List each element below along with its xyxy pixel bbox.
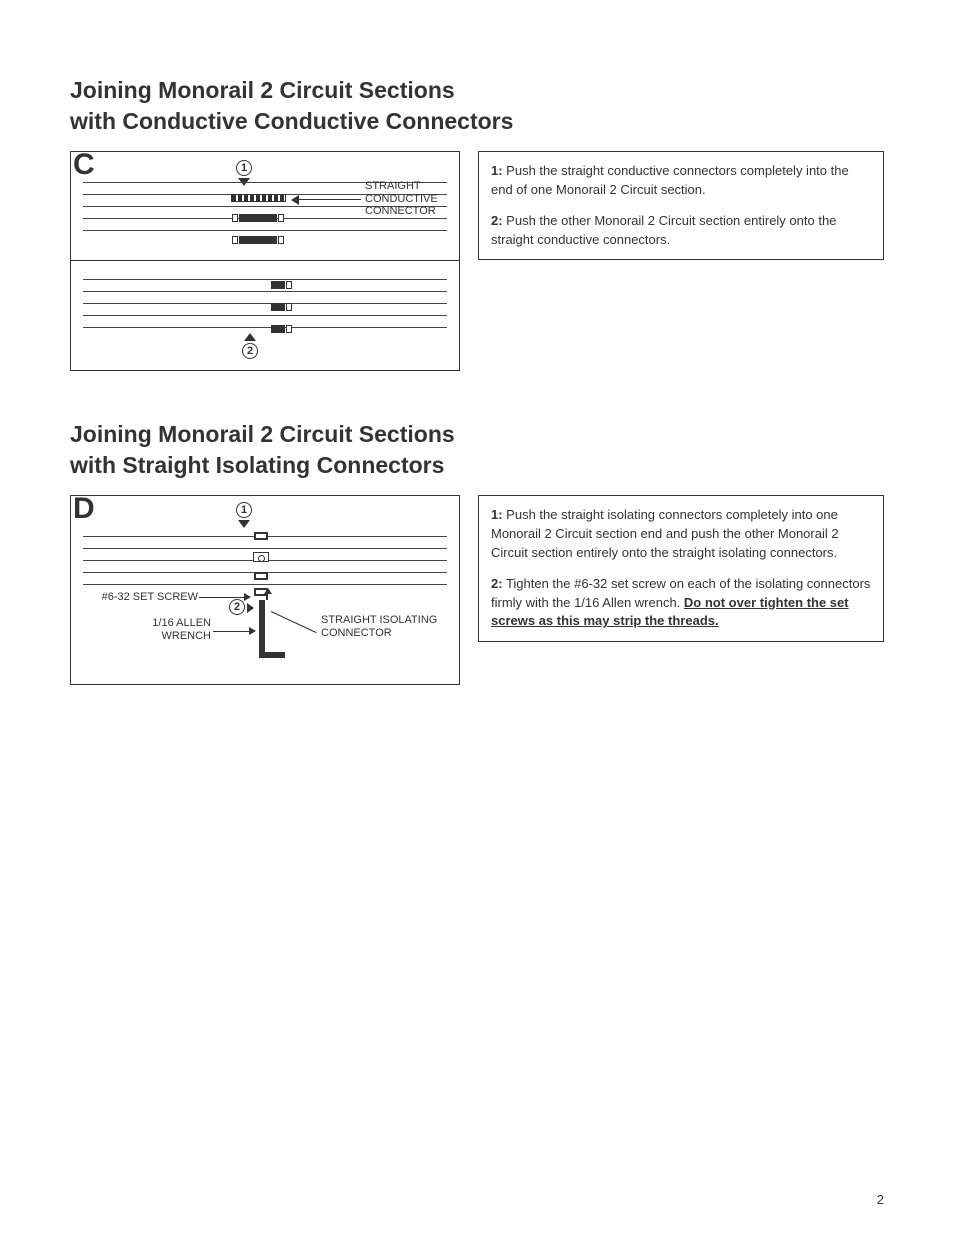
- rail-lines: [83, 279, 447, 328]
- arrow-right-icon: [249, 627, 256, 635]
- instruction-step: 1: Push the straight conductive connecto…: [491, 162, 871, 200]
- step-number: 2:: [491, 576, 503, 591]
- step-number: 1:: [491, 507, 503, 522]
- diagram-c: C 1 STRAIGHT CONDUCTIVE CONNECTOR: [70, 151, 460, 371]
- instructions-d-box: 1: Push the straight isolating connector…: [478, 495, 884, 642]
- arrow-down-icon: [238, 520, 250, 528]
- section-c: Joining Monorail 2 Circuit Sections with…: [70, 75, 884, 371]
- step-text: Push the other Monorail 2 Circuit sectio…: [491, 213, 836, 247]
- step-number: 1:: [491, 163, 503, 178]
- iso-connector: [254, 572, 268, 580]
- arrow-left-icon: [291, 195, 299, 205]
- callout-marker-2: 2: [242, 343, 258, 359]
- instructions-c: 1: Push the straight conductive connecto…: [460, 151, 884, 371]
- joined-connector: [271, 281, 285, 289]
- connector-body: [239, 214, 277, 222]
- section-d-heading: Joining Monorail 2 Circuit Sections with…: [70, 419, 884, 481]
- instruction-step: 2: Push the other Monorail 2 Circuit sec…: [491, 212, 871, 250]
- joined-connector: [271, 303, 285, 311]
- section-c-heading: Joining Monorail 2 Circuit Sections with…: [70, 75, 884, 137]
- joined-connector: [271, 325, 285, 333]
- allen-wrench-icon: [259, 600, 285, 658]
- iso-connector: [254, 532, 268, 540]
- step-number: 2:: [491, 213, 503, 228]
- heading-line: Joining Monorail 2 Circuit Sections: [70, 421, 455, 447]
- iso-connector-label: STRAIGHT ISOLATING CONNECTOR: [321, 614, 437, 639]
- callout-marker-1: 1: [236, 502, 252, 518]
- setscrew-label: #6-32 SET SCREW: [83, 591, 198, 604]
- instruction-step: 1: Push the straight isolating connector…: [491, 506, 871, 563]
- callout-marker-1: 1: [236, 160, 252, 176]
- heading-line: Joining Monorail 2 Circuit Sections: [70, 77, 455, 103]
- diagram-letter: C: [73, 150, 95, 180]
- instruction-step: 2: Tighten the #6-32 set screw on each o…: [491, 575, 871, 632]
- section-d: Joining Monorail 2 Circuit Sections with…: [70, 419, 884, 685]
- arrow-right-icon: [244, 593, 251, 601]
- diagram-d: D 1 #6-32 SET SCREW 2: [70, 495, 460, 685]
- diagram-c-step1: C 1 STRAIGHT CONDUCTIVE CONNECTOR: [70, 151, 460, 261]
- arrow-right-icon: [247, 603, 254, 613]
- connector-body: [239, 236, 277, 244]
- leader-line: [299, 199, 361, 200]
- arrow-stem: [266, 592, 268, 600]
- instructions-c-box: 1: Push the straight conductive connecto…: [478, 151, 884, 260]
- step-text: Push the straight conductive connectors …: [491, 163, 849, 197]
- leader-line: [199, 597, 244, 598]
- step-text: Push the straight isolating connectors c…: [491, 507, 839, 560]
- arrow-up-icon: [244, 333, 256, 341]
- instructions-d: 1: Push the straight isolating connector…: [460, 495, 884, 685]
- leader-line: [213, 631, 249, 632]
- wrench-label: 1/16 ALLEN WRENCH: [111, 617, 211, 642]
- heading-line: with Conductive Conductive Connectors: [70, 108, 513, 134]
- diagram-c-step2: 2: [70, 261, 460, 371]
- section-c-row1: C 1 STRAIGHT CONDUCTIVE CONNECTOR: [70, 151, 884, 371]
- connector-label: STRAIGHT CONDUCTIVE CONNECTOR: [365, 180, 438, 218]
- diagram-letter: D: [73, 494, 95, 524]
- section-d-row: D 1 #6-32 SET SCREW 2: [70, 495, 884, 685]
- heading-line: with Straight Isolating Connectors: [70, 452, 444, 478]
- connector-segment: [231, 194, 286, 202]
- callout-marker-2: 2: [229, 599, 245, 615]
- diagram-d-step: D 1 #6-32 SET SCREW 2: [70, 495, 460, 685]
- iso-connector-mid: [253, 552, 269, 562]
- page-number: 2: [877, 1192, 884, 1207]
